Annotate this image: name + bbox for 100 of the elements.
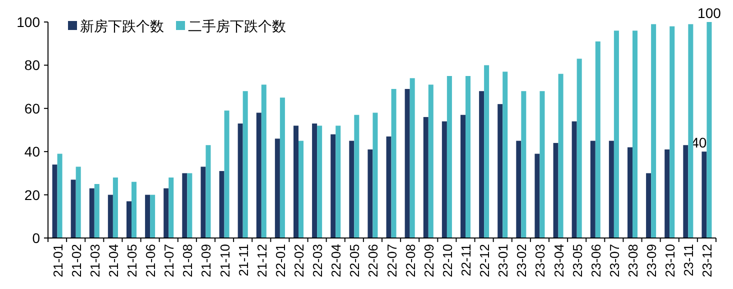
x-tick-label: 21-05 (124, 244, 140, 278)
x-tick-label: 23-06 (588, 244, 604, 278)
x-tick-label: 21-04 (106, 244, 121, 278)
bar (76, 166, 81, 238)
bar (280, 98, 285, 238)
bar (206, 145, 211, 238)
data-label: 100 (698, 5, 722, 21)
bar (646, 173, 652, 238)
y-tick-label: 40 (24, 144, 40, 160)
bar (89, 188, 94, 238)
x-tick-label: 22-10 (440, 244, 455, 278)
bar (558, 74, 564, 238)
bar (368, 149, 373, 238)
x-tick-label: 23-11 (681, 244, 696, 276)
bar (108, 194, 113, 238)
x-tick-label: 22-06 (366, 244, 381, 278)
bar (349, 140, 354, 238)
bar (256, 112, 262, 238)
bar (372, 112, 378, 238)
bar (521, 91, 526, 238)
bar (651, 24, 656, 238)
bar (52, 164, 58, 238)
bar (404, 88, 410, 238)
bar (70, 180, 76, 238)
bar (224, 110, 230, 238)
bar (238, 124, 243, 238)
x-tick-label: 22-09 (421, 244, 436, 278)
x-tick-label: 21-03 (87, 244, 102, 278)
bar (484, 65, 490, 238)
bar (391, 88, 396, 238)
x-tick-label: 23-07 (606, 244, 622, 278)
bar (242, 91, 248, 238)
bar (274, 138, 280, 238)
bar (182, 173, 188, 238)
bar (150, 194, 156, 238)
bar (688, 24, 694, 238)
bar (386, 136, 392, 238)
x-tick-label: 22-05 (347, 244, 362, 278)
bar (132, 182, 137, 238)
x-tick-label: 23-03 (532, 244, 548, 278)
x-tick-label: 21-09 (198, 244, 214, 278)
x-tick-label: 23-09 (644, 244, 660, 278)
x-tick-label: 21-08 (180, 244, 196, 278)
y-tick-label: 100 (16, 14, 40, 30)
bar (553, 142, 558, 238)
bar (200, 166, 206, 238)
x-tick-label: 21-12 (254, 244, 270, 278)
bar (608, 140, 614, 238)
bar (442, 121, 447, 238)
bar (670, 26, 675, 238)
legend-label: 新房下跌个数 (80, 18, 164, 34)
bar (498, 104, 503, 238)
bar (706, 22, 712, 238)
bar (261, 84, 266, 238)
bar (632, 30, 638, 238)
bar (293, 126, 298, 238)
y-tick-label: 60 (24, 100, 40, 116)
x-tick-label: 23-05 (570, 244, 585, 278)
x-tick-label: 21-07 (162, 244, 177, 278)
bar (590, 140, 596, 238)
bar (187, 173, 192, 238)
x-tick-label: 21-10 (217, 244, 232, 278)
x-tick-label: 22-08 (402, 244, 418, 278)
y-tick-label: 20 (24, 186, 40, 203)
bar (145, 194, 150, 238)
bar (57, 154, 62, 238)
bar (614, 30, 619, 238)
y-tick-label: 0 (32, 230, 40, 246)
x-tick-label: 21-02 (68, 244, 84, 278)
x-tick-label: 22-07 (384, 244, 400, 278)
x-tick-label: 22-11 (458, 244, 474, 276)
bar (664, 149, 670, 238)
x-tick-label: 21-11 (236, 244, 251, 276)
bar (702, 152, 707, 238)
bar (312, 124, 318, 238)
y-tick-label: 80 (24, 57, 40, 74)
x-tick-label: 22-04 (328, 244, 344, 278)
bar (112, 178, 118, 238)
x-tick-label: 23-02 (514, 244, 530, 278)
x-tick-label: 23-12 (700, 244, 715, 278)
bar (168, 178, 174, 238)
bar (466, 76, 471, 238)
x-tick-label: 21-01 (50, 244, 66, 278)
bar (423, 117, 428, 238)
legend-label: 二手房下跌个数 (188, 18, 286, 34)
bar (446, 76, 452, 238)
x-tick-label: 22-03 (310, 244, 326, 278)
bar (460, 114, 466, 238)
x-tick-label: 23-01 (496, 244, 511, 278)
bar (572, 121, 577, 238)
bar (428, 84, 434, 238)
bar (410, 78, 415, 238)
bar (540, 91, 545, 238)
bar (683, 145, 688, 238)
bar (627, 147, 632, 238)
x-tick-label: 22-01 (272, 244, 288, 278)
bar (354, 114, 360, 238)
x-tick-label: 22-02 (292, 244, 306, 278)
bar (479, 91, 484, 238)
bar (502, 72, 508, 238)
